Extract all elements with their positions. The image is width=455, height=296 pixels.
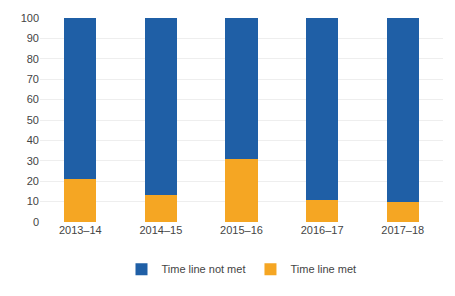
svg-text:2013–14: 2013–14 xyxy=(59,224,102,236)
svg-text:60: 60 xyxy=(27,93,39,105)
svg-text:20: 20 xyxy=(27,175,39,187)
svg-text:100: 100 xyxy=(21,12,39,24)
svg-text:2016–17: 2016–17 xyxy=(301,224,344,236)
svg-text:30: 30 xyxy=(27,155,39,167)
svg-text:0: 0 xyxy=(33,216,39,228)
svg-text:2014–15: 2014–15 xyxy=(139,224,182,236)
svg-text:80: 80 xyxy=(27,53,39,65)
svg-text:Time line met: Time line met xyxy=(290,263,356,275)
svg-text:70: 70 xyxy=(27,73,39,85)
svg-text:50: 50 xyxy=(27,114,39,126)
svg-text:2015–16: 2015–16 xyxy=(220,224,263,236)
svg-text:2017–18: 2017–18 xyxy=(381,224,424,236)
svg-text:Time line not met: Time line not met xyxy=(162,263,246,275)
svg-text:40: 40 xyxy=(27,134,39,146)
svg-text:90: 90 xyxy=(27,32,39,44)
svg-text:10: 10 xyxy=(27,195,39,207)
